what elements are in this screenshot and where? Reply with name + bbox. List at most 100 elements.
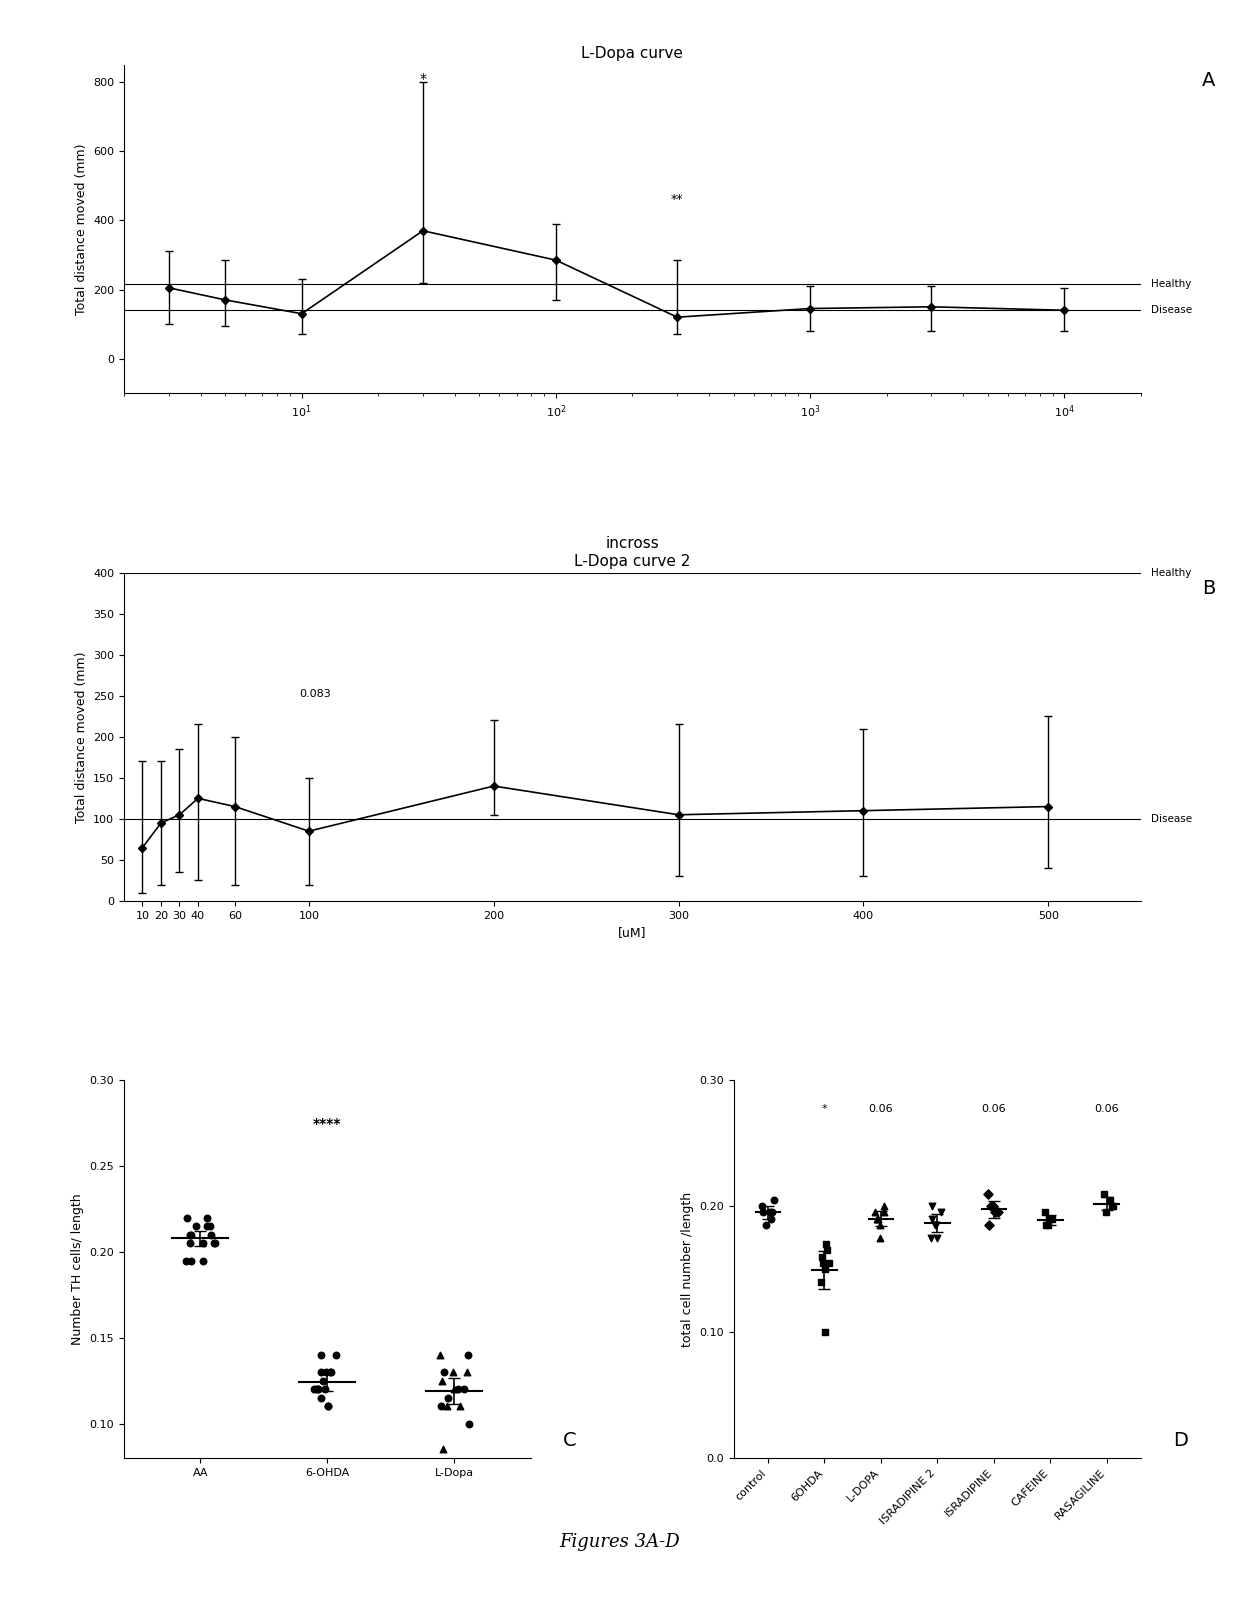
Point xyxy=(177,1205,197,1231)
Point xyxy=(755,1212,775,1238)
Point xyxy=(764,1187,784,1213)
Point xyxy=(202,1221,222,1247)
Point xyxy=(1102,1194,1122,1220)
Point xyxy=(316,1359,336,1385)
Point xyxy=(180,1231,200,1257)
Point xyxy=(201,1213,221,1239)
Point xyxy=(874,1199,894,1225)
Point xyxy=(931,1199,951,1225)
Point xyxy=(811,1268,831,1294)
Point xyxy=(812,1244,832,1270)
Point xyxy=(1035,1212,1055,1238)
Text: Figures 3A-D: Figures 3A-D xyxy=(559,1533,681,1550)
Point xyxy=(205,1231,224,1257)
Point xyxy=(193,1247,213,1273)
Text: Healthy: Healthy xyxy=(1151,567,1192,578)
Point xyxy=(761,1199,781,1225)
Point xyxy=(311,1359,331,1385)
Point xyxy=(813,1251,833,1277)
Point xyxy=(815,1319,835,1345)
Point xyxy=(458,1359,477,1385)
Point xyxy=(304,1377,324,1403)
Point xyxy=(817,1238,837,1264)
Text: 0.083: 0.083 xyxy=(300,690,331,700)
Point xyxy=(454,1377,474,1403)
Y-axis label: Number TH cells/ length: Number TH cells/ length xyxy=(71,1194,84,1345)
Text: 0.06: 0.06 xyxy=(869,1103,893,1115)
Text: C: C xyxy=(563,1432,577,1450)
Point xyxy=(326,1341,346,1367)
Point xyxy=(866,1199,885,1225)
Point xyxy=(320,1359,340,1385)
Point xyxy=(308,1377,327,1403)
Point xyxy=(432,1393,451,1419)
Point xyxy=(1096,1199,1116,1225)
Point xyxy=(815,1256,835,1281)
Point xyxy=(1095,1181,1115,1207)
Point xyxy=(434,1359,454,1385)
Point xyxy=(926,1212,946,1238)
Point xyxy=(319,1393,339,1419)
Point xyxy=(311,1341,331,1367)
Point xyxy=(816,1231,836,1257)
Y-axis label: total cell number /length: total cell number /length xyxy=(681,1192,694,1346)
Point xyxy=(448,1377,467,1403)
X-axis label: [uM]: [uM] xyxy=(619,927,646,940)
Point xyxy=(430,1341,450,1367)
Point xyxy=(186,1213,206,1239)
Point xyxy=(870,1225,890,1251)
Point xyxy=(980,1212,999,1238)
Point xyxy=(753,1199,773,1225)
Text: A: A xyxy=(1202,71,1215,91)
Point xyxy=(921,1194,941,1220)
Point xyxy=(444,1377,464,1403)
Text: B: B xyxy=(1202,578,1215,598)
Text: ****: **** xyxy=(314,1118,341,1131)
Point xyxy=(197,1213,217,1239)
Point xyxy=(317,1393,337,1419)
Point xyxy=(874,1194,894,1220)
Point xyxy=(820,1251,839,1277)
Point xyxy=(981,1194,1001,1220)
Title: L-Dopa curve: L-Dopa curve xyxy=(582,45,683,62)
Point xyxy=(1039,1205,1059,1231)
Point xyxy=(1104,1194,1123,1220)
Title: incross
L-Dopa curve 2: incross L-Dopa curve 2 xyxy=(574,536,691,569)
Point xyxy=(314,1367,334,1393)
Text: *: * xyxy=(822,1103,827,1115)
Point xyxy=(309,1377,329,1403)
Point xyxy=(180,1221,200,1247)
Point xyxy=(181,1247,201,1273)
Point xyxy=(181,1221,201,1247)
Point xyxy=(439,1385,459,1411)
Point xyxy=(983,1194,1003,1220)
Point xyxy=(438,1393,458,1419)
Point xyxy=(1043,1205,1063,1231)
Point xyxy=(321,1359,341,1385)
Text: **: ** xyxy=(671,193,683,206)
Point xyxy=(450,1393,470,1419)
Point xyxy=(197,1205,217,1231)
Point xyxy=(1100,1187,1120,1213)
Point xyxy=(176,1247,196,1273)
Point xyxy=(760,1199,780,1225)
Point xyxy=(868,1205,888,1231)
Text: D: D xyxy=(1173,1432,1188,1450)
Text: *: * xyxy=(419,71,427,86)
Point xyxy=(921,1225,941,1251)
Point xyxy=(925,1212,945,1238)
Point xyxy=(1039,1212,1059,1238)
Text: 0.06: 0.06 xyxy=(1095,1103,1120,1115)
Point xyxy=(459,1341,479,1367)
Text: Healthy: Healthy xyxy=(1151,279,1192,290)
Text: Disease: Disease xyxy=(1151,813,1192,825)
Point xyxy=(193,1231,213,1257)
Text: 0.06: 0.06 xyxy=(982,1103,1006,1115)
Point xyxy=(753,1194,773,1220)
Point xyxy=(205,1231,224,1257)
Point xyxy=(433,1367,453,1393)
Point xyxy=(459,1411,479,1437)
Point xyxy=(311,1385,331,1411)
Y-axis label: Total distance moved (mm): Total distance moved (mm) xyxy=(74,143,88,314)
Point xyxy=(761,1205,781,1231)
